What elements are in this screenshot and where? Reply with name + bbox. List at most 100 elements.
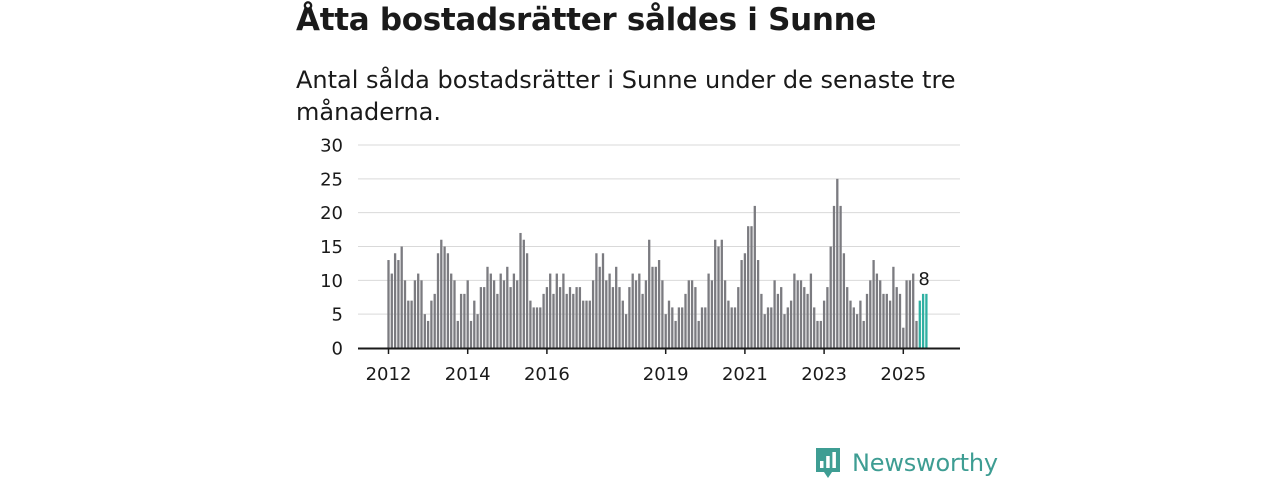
bar [846,287,849,348]
bar [796,280,799,348]
bar [720,239,723,348]
bar [872,260,875,348]
bar [539,307,542,348]
bar [588,300,591,348]
bar [898,293,902,348]
bar [862,320,865,348]
bar [677,307,681,348]
bar [915,320,918,348]
bar [575,287,578,348]
bar [806,293,809,348]
bar [502,280,506,348]
bar [671,307,674,348]
bar [552,293,555,348]
bar [882,293,885,348]
bar [895,287,898,348]
bar [578,287,582,348]
bar [859,300,862,348]
bar [657,260,661,348]
y-tick-label: 15 [320,237,343,258]
bar [849,300,852,348]
bar [661,280,664,348]
bar [743,253,747,348]
bar [869,280,872,348]
bar [727,300,730,348]
bar [690,280,694,348]
x-tick-label: 2016 [524,364,570,385]
bar [466,280,469,348]
bar [813,307,816,348]
bar [400,246,403,348]
bar [608,273,611,348]
bar [634,280,638,348]
bar [420,280,423,348]
bar [750,226,753,348]
bar [756,260,760,348]
bar [694,287,697,348]
bar [565,293,568,348]
bar [450,273,453,348]
bar [865,293,869,348]
chart-subtitle: Antal sålda bostadsrätter i Sunne under … [296,66,956,126]
bar [532,307,535,348]
y-tick-label: 10 [320,271,343,292]
bar [717,246,720,348]
bar [780,287,783,348]
bar [591,280,595,348]
y-tick-label: 5 [332,305,343,326]
bar [496,293,499,348]
bar [651,266,654,348]
bar [648,239,651,348]
x-axis: 2012 2014 2016 2019 2021 2023 2025 [358,347,960,385]
bar [674,320,677,348]
bar [667,300,671,348]
bar [836,178,839,348]
bar [512,273,516,348]
bar [624,314,628,348]
bar [615,266,618,348]
bar [839,205,842,348]
bar [710,280,714,348]
bar [753,205,756,348]
x-tick-label: 2019 [643,364,689,385]
bar [423,314,426,348]
bar [486,266,489,348]
bar [786,307,789,348]
bar [476,314,479,348]
bar [582,300,585,348]
bar [763,314,766,348]
bar [687,280,690,348]
bar [644,280,648,348]
bar [529,300,532,348]
y-tick-label: 20 [320,203,343,224]
bar [723,280,727,348]
bar [426,320,430,348]
bar [483,287,486,348]
bar [822,300,826,348]
bar [433,293,436,348]
bar [618,287,621,348]
bar [740,260,743,348]
bar [453,280,456,348]
bar [832,205,836,348]
bar [747,226,750,348]
y-tick-label: 0 [332,339,343,360]
bar [905,280,908,348]
y-tick-label: 25 [320,169,343,190]
bar [413,280,417,348]
bar [826,287,829,348]
bar [760,293,763,348]
bar [776,293,780,348]
bar [535,307,539,348]
bar [499,273,502,348]
bar [436,253,440,348]
bar [921,293,925,348]
bar [601,253,605,348]
y-tick-label: 30 [320,136,343,157]
bar [628,287,631,348]
bar [714,239,717,348]
newsworthy-logo[interactable]: Newsworthy [814,446,998,480]
bar [407,300,410,348]
bar [430,300,433,348]
bar [506,266,509,348]
